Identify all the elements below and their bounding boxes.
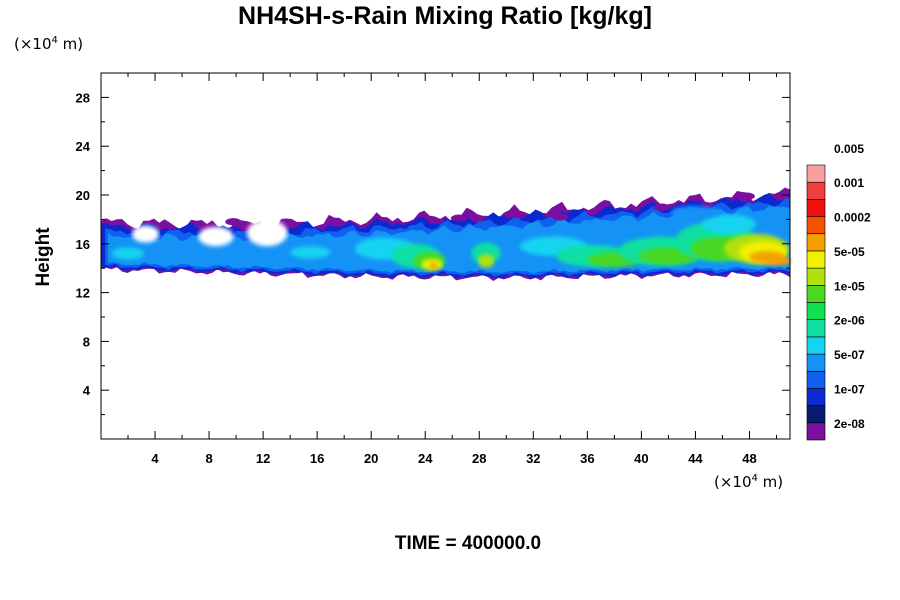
y-axis-unit: (×104 m) (14, 35, 83, 53)
colorbar-swatch (806, 164, 826, 183)
chart-title: NH4SH-s-Rain Mixing Ratio [kg/kg] (238, 2, 652, 30)
x-tick-label: 28 (472, 451, 486, 466)
mixing-ratio-patch (767, 256, 792, 266)
cloud-speckle (653, 203, 670, 211)
mixing-ratio-patch (702, 214, 757, 235)
y-tick-label: 4 (83, 383, 91, 398)
clear-gap (198, 226, 234, 247)
colorbar-swatch (806, 233, 826, 252)
x-tick-label: 8 (205, 451, 212, 466)
colorbar-swatch (806, 285, 826, 303)
x-axis-unit: (×104 m) (714, 473, 783, 491)
mixing-ratio-patch (290, 246, 331, 259)
y-tick-label: 16 (76, 237, 90, 252)
colorbar-label: 1e-05 (834, 279, 865, 293)
colorbar-swatch (806, 370, 826, 389)
x-tick-label: 32 (526, 451, 540, 466)
colorbar-label: 1e-07 (834, 382, 865, 396)
x-tick-label: 24 (418, 451, 433, 466)
cloud-speckle (450, 214, 468, 222)
colorbar-swatch (806, 336, 826, 355)
cloud-speckle (329, 219, 346, 227)
colorbar-label: 0.005 (834, 142, 864, 156)
x-axis: 4 8 12 16 20 24 28 32 36 40 44 48 (127, 73, 777, 466)
x-tick-label: 40 (634, 451, 648, 466)
clear-gap (132, 225, 160, 243)
clear-gap (246, 219, 288, 247)
mixing-ratio-patch (477, 254, 495, 268)
colorbar-swatch (806, 216, 826, 235)
x-tick-label: 12 (256, 451, 270, 466)
y-axis: 4 8 12 16 20 24 28 (76, 90, 790, 416)
cloud-speckle (552, 213, 569, 221)
colorbar-swatch (806, 405, 826, 424)
colorbar-swatch (806, 181, 826, 200)
cloud-speckle (504, 210, 522, 219)
x-tick-label: 20 (364, 451, 378, 466)
colorbar-swatch (806, 319, 826, 338)
mixing-ratio-patch (111, 247, 145, 260)
x-tick-label: 36 (580, 451, 594, 466)
colorbar-swatch (806, 267, 826, 286)
x-tick-label: 48 (742, 451, 756, 466)
mixing-ratio-patch (428, 262, 439, 269)
mixing-ratio-patch (600, 220, 655, 233)
x-tick-label: 4 (151, 451, 159, 466)
plot-frame (100, 72, 791, 440)
y-axis-label: Height (33, 227, 54, 287)
x-tick-label: 16 (310, 451, 324, 466)
colorbar-label: 2e-08 (834, 417, 865, 431)
colorbar: 2e-08 1e-07 5e-07 2e-06 1e-05 5e-05 0.0002 0.00… (806, 142, 871, 441)
colorbar-swatch (806, 422, 826, 441)
colorbar-swatch (806, 250, 826, 269)
colorbar-swatch (806, 353, 826, 372)
time-label: TIME = 400000.0 (395, 533, 541, 554)
colorbar-swatch (806, 302, 826, 320)
colorbar-label: 5e-05 (834, 245, 865, 259)
colorbar-label: 5e-07 (834, 348, 865, 362)
colorbar-label: 2e-06 (834, 314, 865, 328)
x-tick-label: 44 (688, 451, 703, 466)
cloud-speckle (738, 192, 755, 200)
colorbar-swatch (806, 388, 826, 406)
mixing-ratio-patch (671, 205, 720, 219)
colorbar-label: 0.001 (834, 176, 864, 190)
y-tick-label: 28 (76, 90, 90, 105)
y-tick-label: 20 (76, 188, 90, 203)
colorbar-label: 0.0002 (834, 211, 871, 225)
y-tick-label: 12 (76, 286, 90, 301)
colorbar-swatch (806, 199, 826, 217)
y-tick-label: 24 (76, 139, 91, 154)
y-tick-label: 8 (83, 334, 90, 349)
plot-area (101, 187, 792, 281)
cloud-speckle (225, 218, 242, 226)
